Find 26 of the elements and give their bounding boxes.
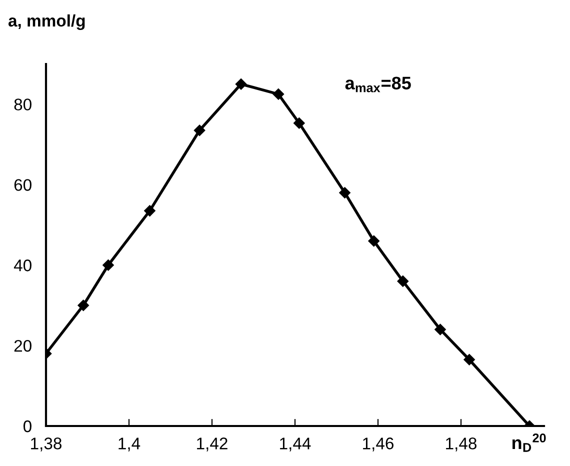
y-tick-label: 40 <box>14 260 32 272</box>
y-axis-title: a, mmol/g <box>8 14 85 30</box>
point <box>102 260 114 271</box>
point <box>235 78 247 90</box>
x-tick-label: 1,48 <box>446 438 476 452</box>
point <box>368 235 380 247</box>
point <box>194 124 206 136</box>
y-tick-label: 60 <box>14 179 32 191</box>
point <box>434 324 446 336</box>
point <box>339 187 350 198</box>
y-tick-label: 20 <box>14 340 32 352</box>
annotation: a$_{max}$=85 <box>345 76 411 92</box>
point <box>272 88 284 100</box>
x-axis-title: n$_{D}$$^{20}$ <box>512 433 546 452</box>
x-tick-label: 1,4 <box>118 438 140 452</box>
x-tick-label: 1,46 <box>363 438 394 452</box>
point <box>144 205 156 216</box>
y-tick-label: 0 <box>23 420 32 432</box>
x-tick-label: 1,38 <box>31 438 62 452</box>
point <box>294 118 305 129</box>
point <box>464 354 475 366</box>
point <box>397 276 409 287</box>
x-tick-label: 1,44 <box>280 438 311 452</box>
x-tick-label: 1,42 <box>197 438 228 452</box>
y-tick-label: 80 <box>14 98 32 110</box>
point <box>78 300 89 311</box>
